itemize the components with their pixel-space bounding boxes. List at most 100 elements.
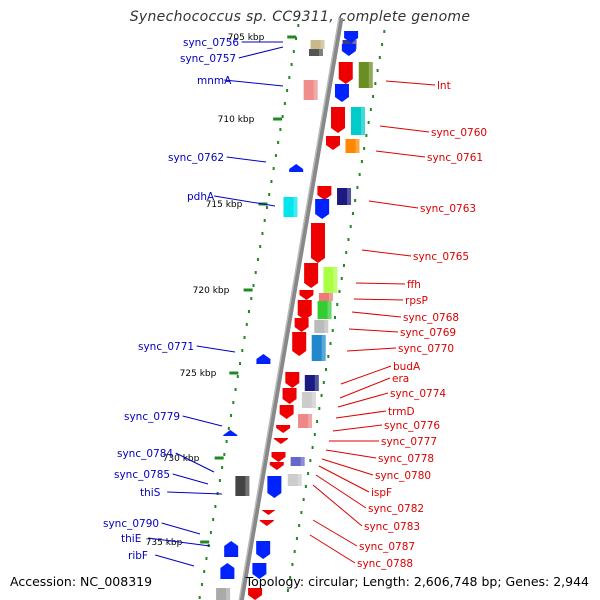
gene-box-shade (313, 80, 318, 100)
right-gene-leader (337, 392, 389, 408)
gene-box-shade (300, 457, 305, 466)
track-tick (212, 518, 215, 521)
track-tick (356, 186, 359, 189)
gene-box (314, 320, 329, 333)
left-gene-leader (214, 195, 276, 207)
right-gene-label: sync_0777 (381, 436, 437, 448)
gene-arrow (317, 186, 332, 200)
right-gene-leader (346, 347, 397, 352)
left-gene-leader (224, 79, 284, 87)
track-tick (254, 271, 257, 274)
gene-box-shade (327, 301, 332, 319)
left-gene-leader (172, 473, 209, 485)
track-tick (234, 388, 237, 391)
right-gene-leader (379, 125, 430, 133)
gene-box (323, 267, 338, 293)
track-tick (268, 193, 271, 196)
left-gene-label: thiE (121, 533, 141, 545)
gene-arrow (248, 588, 263, 600)
track-tick (338, 290, 341, 293)
gene-arrow (271, 452, 286, 462)
gene-box (287, 474, 302, 486)
right-gene-leader (312, 484, 363, 527)
accession-label: Accession: NC_008319 (10, 574, 153, 589)
gene-box-shade (321, 335, 326, 361)
gene-box (311, 335, 326, 361)
track-tick (365, 134, 368, 137)
left-gene-label: sync_0785 (114, 469, 170, 481)
left-gene-label: mnmA (197, 75, 232, 87)
left-gene-label: ribF (128, 550, 148, 562)
left-gene-label: sync_0771 (138, 341, 194, 353)
track-tick (241, 349, 244, 352)
left-gene-label: sync_0756 (183, 37, 239, 49)
track-tick (304, 485, 307, 488)
right-gene-leader (375, 150, 426, 158)
track-tick (329, 342, 332, 345)
left-gene-leader (167, 491, 223, 495)
right-gene-label: sync_0780 (375, 470, 431, 482)
gene-box-shade (347, 188, 352, 205)
track-tick (292, 50, 295, 53)
right-gene-label: lnt (437, 80, 451, 92)
backbone-highlight (238, 17, 340, 600)
right-gene-leader (325, 449, 377, 459)
scale-label: 725 kbp (180, 369, 217, 379)
gene-arrow (289, 164, 304, 172)
gene-box (303, 80, 318, 100)
track-tick (383, 30, 386, 33)
track-tick (281, 115, 284, 118)
gene-arrow (292, 332, 307, 356)
right-gene-label: sync_0769 (400, 327, 456, 339)
left-gene-leader (155, 554, 195, 567)
track-tick (316, 420, 319, 423)
track-tick (232, 401, 235, 404)
gene-arrow (267, 476, 282, 498)
track-tick (351, 212, 354, 215)
gene-box-shade (355, 139, 360, 153)
scale-label: 715 kbp (206, 200, 243, 210)
gene-arrow (338, 62, 353, 84)
gene-box (337, 188, 352, 205)
track-tick (298, 524, 301, 527)
gene-box (304, 375, 319, 391)
track-tick (349, 225, 352, 228)
gene-arrow (252, 563, 267, 579)
track-tick (214, 505, 217, 508)
gene-box (301, 392, 316, 408)
gene-arrow (224, 541, 239, 557)
track-tick (374, 82, 377, 85)
left-gene-leader (238, 46, 284, 59)
right-gene-label: ispF (371, 487, 392, 499)
track-tick (336, 303, 339, 306)
left-gene-label: sync_0762 (168, 152, 224, 164)
track-tick (363, 147, 366, 150)
right-gene-label: rpsP (405, 295, 428, 307)
track-tick (307, 472, 310, 475)
genome-title: Synechococcus sp. CC9311, complete genom… (129, 9, 471, 25)
track-tick (277, 141, 280, 144)
topology-summary: Topology: circular; Length: 2,606,748 bp… (245, 574, 589, 589)
gene-arrow (285, 372, 300, 388)
scale-label: 730 kbp (163, 454, 200, 464)
gene-box (283, 197, 298, 217)
track-tick (325, 368, 328, 371)
right-gene-label: sync_0768 (403, 312, 459, 324)
left-gene-label: pdhA (187, 191, 215, 203)
gene-box (345, 139, 360, 153)
right-gene-leader (348, 328, 399, 333)
gene-box (290, 457, 305, 466)
track-tick (345, 251, 348, 254)
track-tick (318, 407, 321, 410)
track-tick (223, 453, 226, 456)
track-tick (250, 297, 253, 300)
gene-box (310, 40, 325, 49)
gene-box (235, 476, 250, 496)
track-tick (283, 102, 286, 105)
right-gene-leader (321, 458, 374, 476)
track-tick (259, 245, 262, 248)
right-gene-label: sync_0782 (368, 503, 424, 515)
right-gene-leader (332, 424, 383, 432)
gene-box (318, 293, 333, 301)
